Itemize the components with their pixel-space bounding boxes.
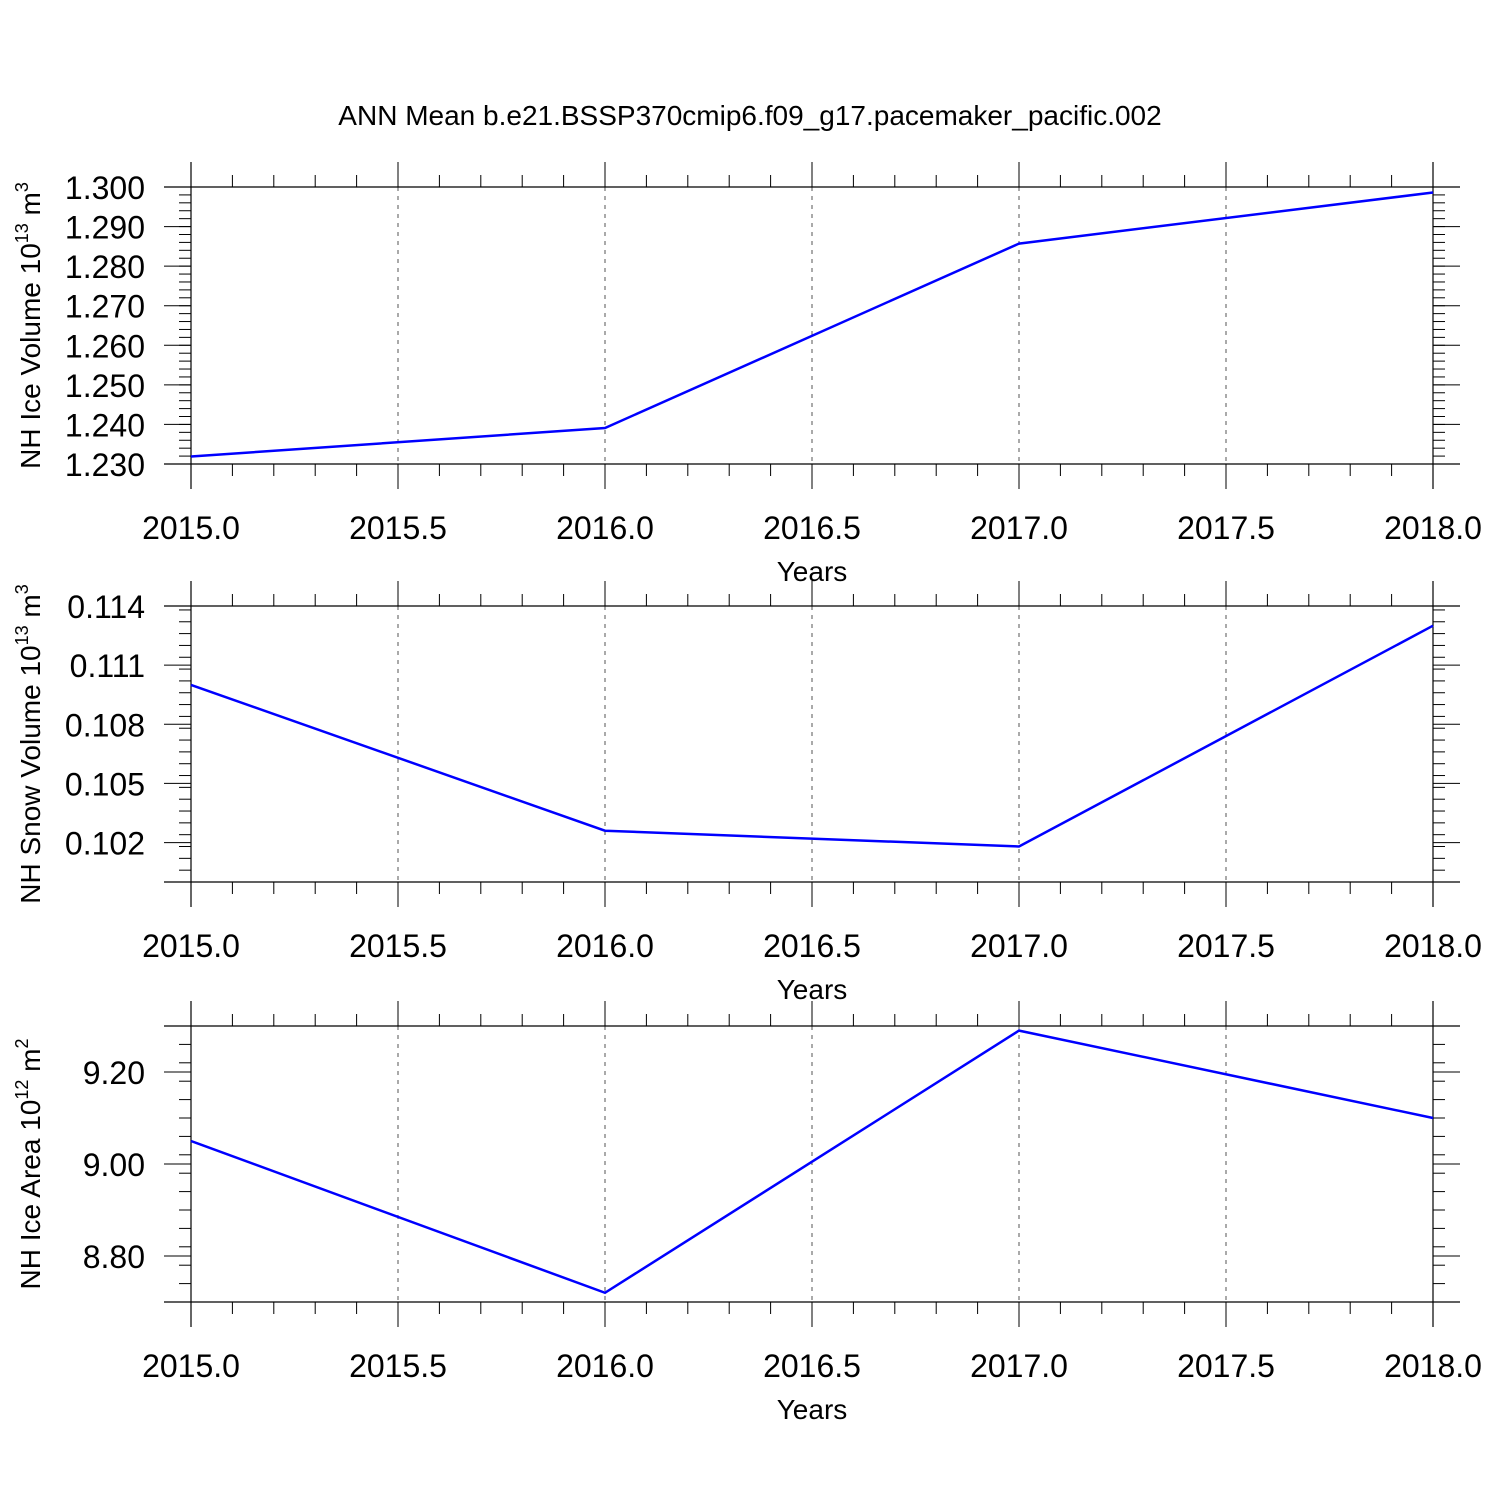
x-tick-label: 2016.5	[763, 510, 861, 546]
y-axis-label-unit: m	[15, 1049, 46, 1080]
x-tick-label: 2016.0	[556, 1348, 654, 1384]
x-tick-label: 2015.5	[349, 1348, 447, 1384]
y-axis-label-base: NH Snow Volume 10	[15, 645, 46, 903]
x-tick-label: 2017.0	[970, 510, 1068, 546]
figure-title: ANN Mean b.e21.BSSP370cmip6.f09_g17.pace…	[338, 100, 1161, 131]
y-axis-label-exponent: 13	[12, 625, 32, 645]
y-axis-label-exponent: 13	[12, 223, 32, 243]
chart-panel-1: 2015.0 2015.5 2016.0 2016.5 2017.0 2017.5 2018…	[12, 162, 1482, 587]
x-tick-label: 2015.5	[349, 510, 447, 546]
x-tick-label: 2016.0	[556, 928, 654, 964]
y-tick-label: 1.280	[65, 249, 145, 285]
series-line-1	[190, 1029, 1434, 1295]
y-tick-label: 1.300	[65, 170, 145, 206]
y-tick-label: 1.230	[65, 447, 145, 483]
x-tick-label: 2018.0	[1384, 510, 1482, 546]
x-tick-label: 2015.0	[142, 928, 240, 964]
chart-panel-3: 2015.0 2015.5 2016.0 2016.5 2017.0 2017.5 2018…	[12, 1001, 1482, 1425]
x-tick-label: 2015.5	[349, 928, 447, 964]
y-tick-label: 9.20	[83, 1055, 145, 1091]
y-axis-label-unit: m	[15, 594, 46, 625]
chart-panel-2: 2015.0 2015.5 2016.0 2016.5 2017.0 2017.5 2018…	[12, 581, 1482, 1005]
y-tick-label: 9.00	[83, 1147, 145, 1183]
x-tick-label: 2015.0	[142, 510, 240, 546]
x-tick-label: 2016.5	[763, 928, 861, 964]
y-axis-label: NH Ice Area 1012 m2	[12, 1038, 46, 1289]
series-line-1	[190, 191, 1434, 458]
y-tick-label: 0.108	[65, 707, 145, 743]
x-axis-label: Years	[777, 1394, 848, 1425]
x-tick-label: 2017.5	[1177, 928, 1275, 964]
y-tick-label: 1.290	[65, 210, 145, 246]
y-axis-label-exponent: 12	[12, 1080, 32, 1100]
x-tick-label: 2017.5	[1177, 1348, 1275, 1384]
x-tick-label: 2018.0	[1384, 1348, 1482, 1384]
x-tick-label: 2017.0	[970, 1348, 1068, 1384]
x-tick-label: 2015.0	[142, 1348, 240, 1384]
y-axis-label-base: NH Ice Volume 10	[15, 243, 46, 469]
y-axis-label: NH Snow Volume 1013 m3	[12, 584, 46, 904]
x-tick-label: 2016.5	[763, 1348, 861, 1384]
y-axis-label: NH Ice Volume 1013 m3	[12, 182, 46, 469]
y-tick-label: 0.105	[65, 766, 145, 802]
y-axis-label-unit-exponent: 3	[12, 182, 32, 192]
y-tick-label: 0.114	[67, 589, 145, 625]
y-axis-label-unit-exponent: 2	[12, 1038, 32, 1048]
series-line-1	[190, 624, 1434, 848]
x-tick-label: 2016.0	[556, 510, 654, 546]
y-tick-label: 1.260	[65, 328, 145, 364]
x-axis-label: Years	[777, 974, 848, 1005]
y-axis-label-unit-exponent: 3	[12, 584, 32, 594]
x-tick-label: 2017.5	[1177, 510, 1275, 546]
y-tick-label: 8.80	[83, 1239, 145, 1275]
y-axis-label-unit: m	[15, 192, 46, 223]
y-tick-label: 0.102	[65, 826, 145, 862]
y-axis-label-base: NH Ice Area 10	[15, 1100, 46, 1290]
y-tick-label: 1.240	[65, 407, 145, 443]
y-tick-label: 1.270	[65, 289, 145, 325]
y-tick-label: 1.250	[65, 368, 145, 404]
x-tick-label: 2017.0	[970, 928, 1068, 964]
y-tick-label: 0.111	[70, 648, 145, 684]
x-tick-label: 2018.0	[1384, 928, 1482, 964]
